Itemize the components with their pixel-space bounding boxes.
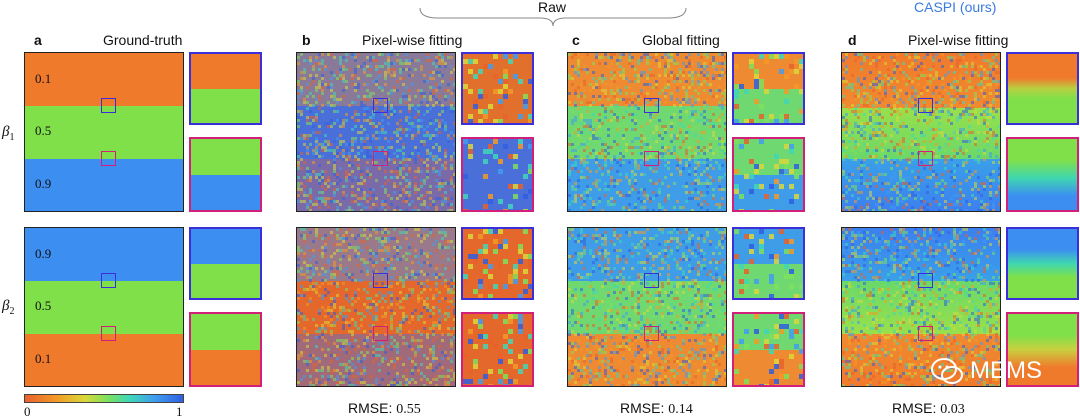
band-value: 0.9 [35,246,51,262]
noise-texture [734,139,805,212]
raw-pixelwise-beta1-inset-bottom [461,137,534,212]
band-value: 0.5 [35,298,51,314]
row-beta1-label: β1 [2,124,14,143]
raw-label: Raw [538,0,566,15]
caspi-label: CASPI (ours) [914,0,996,15]
roi-box-blue [101,98,116,113]
noise-texture [463,54,534,125]
roi-box-magenta [101,151,116,166]
raw-global-beta1-inset-top [732,52,805,125]
raw-global-beta2-inset-top [732,227,805,300]
roi-box-magenta [918,326,933,341]
roi-box-magenta [644,151,659,166]
raw-pixelwise-beta2-inset-bottom [461,312,534,387]
rmse-c: RMSE: 0.14 [620,400,693,418]
roi-box-blue [373,98,388,113]
roi-box-blue [918,98,933,113]
watermark: MEMS [930,356,1042,386]
gt-beta2-map: 0.9 0.5 0.1 [24,227,184,387]
roi-box-blue [101,273,116,288]
roi-box-magenta [918,151,933,166]
raw-global-beta2-map [567,227,727,387]
colorbar [24,394,184,403]
roi-box-blue [373,273,388,288]
col-d-title: Pixel-wise fitting [908,32,1008,48]
watermark-text: MEMS [970,357,1042,385]
raw-pixelwise-beta2-map [296,227,456,387]
gt-beta2-inset-bottom [189,312,262,387]
noise-texture [463,229,534,300]
caspi-beta2-inset-top [1006,227,1079,300]
wechat-icon [930,356,964,386]
roi-box-blue [918,273,933,288]
rmse-b: RMSE: 0.55 [348,400,421,418]
noise-texture [463,314,534,387]
noise-texture [568,228,727,387]
col-a-title: Ground-truth [103,32,182,48]
col-b-letter: b [302,32,311,48]
col-a-letter: a [34,32,42,48]
col-c-title: Global fitting [642,32,720,48]
band-value: 0.9 [35,176,51,192]
noise-texture [297,53,456,212]
noise-texture [842,53,1001,212]
raw-global-beta2-inset-bottom [732,312,805,387]
col-c-letter: c [572,32,580,48]
band-value: 0.5 [35,123,51,139]
noise-texture [734,229,805,300]
raw-pixelwise-beta1-map [296,52,456,212]
noise-texture [297,228,456,387]
roi-box-blue [644,98,659,113]
gt-beta1-inset-bottom [189,137,262,212]
gt-beta2-inset-top [189,227,262,300]
gt-beta1-map: 0.1 0.5 0.9 [24,52,184,212]
caspi-beta1-inset-bottom [1006,137,1079,212]
noise-texture [463,139,534,212]
col-d-letter: d [848,32,857,48]
raw-pixelwise-beta1-inset-top [461,52,534,125]
gt-beta1-inset-top [189,52,262,125]
raw-global-beta1-inset-bottom [732,137,805,212]
caspi-beta1-map [841,52,1001,212]
col-b-title: Pixel-wise fitting [362,32,462,48]
noise-texture [734,314,805,387]
raw-pixelwise-beta2-inset-top [461,227,534,300]
noise-texture [734,54,805,125]
roi-box-magenta [373,151,388,166]
noise-texture [568,53,727,212]
band-value: 0.1 [35,71,51,87]
row-beta2-label: β2 [2,298,14,317]
roi-box-blue [644,273,659,288]
roi-box-magenta [373,326,388,341]
band-value: 0.1 [35,351,51,367]
rmse-d: RMSE: 0.03 [892,400,965,418]
roi-box-magenta [101,326,116,341]
raw-global-beta1-map [567,52,727,212]
caspi-beta1-inset-top [1006,52,1079,125]
roi-box-magenta [644,326,659,341]
